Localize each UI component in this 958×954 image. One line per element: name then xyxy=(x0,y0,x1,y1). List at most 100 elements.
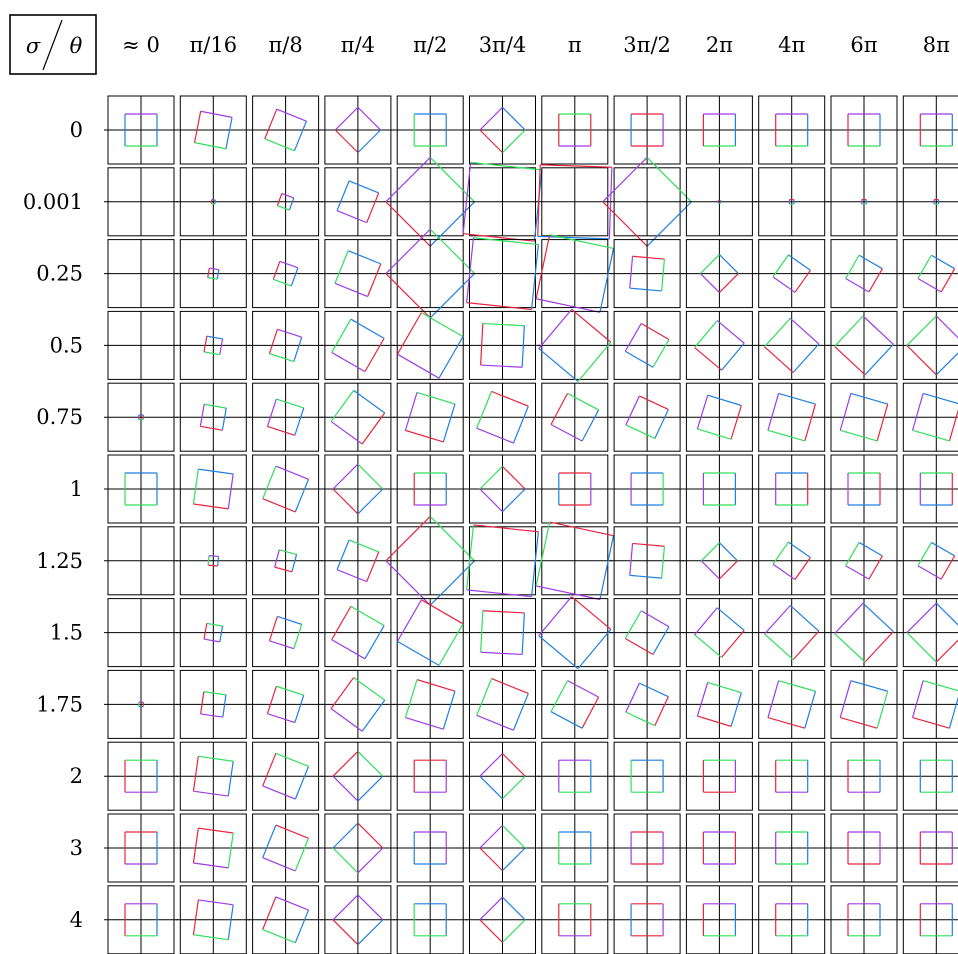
square-edge xyxy=(625,424,656,440)
square-edge xyxy=(293,624,303,649)
square-edge xyxy=(911,393,924,431)
grid-cell xyxy=(682,167,757,237)
column-header: π/16 xyxy=(189,33,237,57)
square-edge xyxy=(476,391,493,429)
square-edge xyxy=(772,254,789,278)
square-edge xyxy=(839,393,852,431)
square-edge xyxy=(512,406,529,444)
grid-cell xyxy=(176,167,251,237)
square-edge xyxy=(332,463,359,490)
square-edge xyxy=(567,392,599,411)
square-edge xyxy=(697,428,732,440)
square-edge xyxy=(291,554,298,572)
row-header: 0 xyxy=(70,118,83,142)
square-edge xyxy=(772,563,796,581)
square-edge xyxy=(347,250,382,265)
square-edge xyxy=(429,228,475,275)
square-edge xyxy=(199,404,205,427)
square-edge xyxy=(535,234,551,299)
grid-cell xyxy=(682,885,757,954)
square-edge xyxy=(794,269,811,293)
square-edge xyxy=(654,409,669,439)
square-edge xyxy=(262,465,277,499)
grid-cell xyxy=(682,95,757,165)
square-edge xyxy=(538,348,579,382)
grid-cell xyxy=(176,382,251,452)
grid-cell xyxy=(754,741,829,811)
square-edge xyxy=(274,566,293,573)
square-edge xyxy=(429,516,475,562)
square-edge xyxy=(227,904,234,940)
grid-cell xyxy=(537,741,612,811)
square-edge xyxy=(550,680,569,712)
grid-cell xyxy=(176,741,251,811)
square-edge xyxy=(599,248,615,313)
square-edge xyxy=(397,353,440,379)
grid-cell xyxy=(682,382,757,452)
square-edge xyxy=(521,612,525,655)
square-edge xyxy=(502,488,526,513)
square-edge xyxy=(868,555,883,580)
square-edge xyxy=(718,254,739,275)
square-edge xyxy=(625,395,640,426)
grid-cell xyxy=(537,885,612,954)
square-edge xyxy=(357,488,384,515)
square-edge xyxy=(276,685,304,696)
square-edge xyxy=(385,516,431,562)
grid-cell xyxy=(610,741,685,811)
square-edge xyxy=(198,468,234,475)
square-edge xyxy=(850,680,888,692)
grid-cell xyxy=(754,310,829,380)
square-edge xyxy=(935,352,958,376)
square-edge xyxy=(219,338,224,355)
grid-cell xyxy=(610,310,685,380)
grid-cell xyxy=(248,526,323,596)
square-edge xyxy=(293,120,307,152)
grid-cell xyxy=(320,741,395,811)
square-edge xyxy=(330,677,355,710)
square-edge xyxy=(473,237,539,246)
grid-cell xyxy=(465,524,540,598)
square-edge xyxy=(207,267,211,278)
square-edge xyxy=(730,405,742,440)
square-edge xyxy=(294,838,310,872)
square-edge xyxy=(208,564,218,567)
square-edge xyxy=(294,694,305,723)
square-edge xyxy=(219,626,224,642)
grid-cell xyxy=(610,813,685,883)
grid-cell xyxy=(827,669,901,739)
square-edge xyxy=(204,403,227,409)
square-edge xyxy=(357,106,381,131)
column-headers: ≈ 0 π/16 π/8 π/4 π/2 3π/4 π 3π/2 2π 4π 6π 8π xyxy=(122,33,950,57)
square-edge xyxy=(334,282,368,298)
square-edge xyxy=(203,623,208,640)
square-edge xyxy=(912,429,950,442)
grid-cell xyxy=(827,454,901,524)
square-edge xyxy=(385,157,431,203)
row-header: 0.25 xyxy=(36,262,83,286)
square-edge xyxy=(502,753,526,777)
square-edge xyxy=(917,542,932,567)
square-edge xyxy=(696,682,709,717)
square-edge xyxy=(661,259,666,291)
square-edge xyxy=(332,894,359,921)
square-edge xyxy=(502,465,526,490)
square-edge xyxy=(476,714,514,731)
square-edge xyxy=(912,716,950,729)
square-edge xyxy=(385,228,431,275)
square-edge xyxy=(850,392,888,405)
square-edge xyxy=(652,339,670,368)
square-edge xyxy=(625,711,656,727)
square-edge xyxy=(357,847,384,874)
square-edge xyxy=(480,610,484,653)
square-edge xyxy=(699,254,720,275)
square-edge xyxy=(764,605,791,635)
grid-cell xyxy=(176,310,251,380)
square-edge xyxy=(935,315,958,339)
grid-cell xyxy=(393,741,468,811)
square-edge xyxy=(353,389,386,414)
square-edge xyxy=(442,691,456,730)
grid-cell xyxy=(899,454,958,524)
grid-cell xyxy=(393,885,468,954)
square-edge xyxy=(294,479,310,513)
